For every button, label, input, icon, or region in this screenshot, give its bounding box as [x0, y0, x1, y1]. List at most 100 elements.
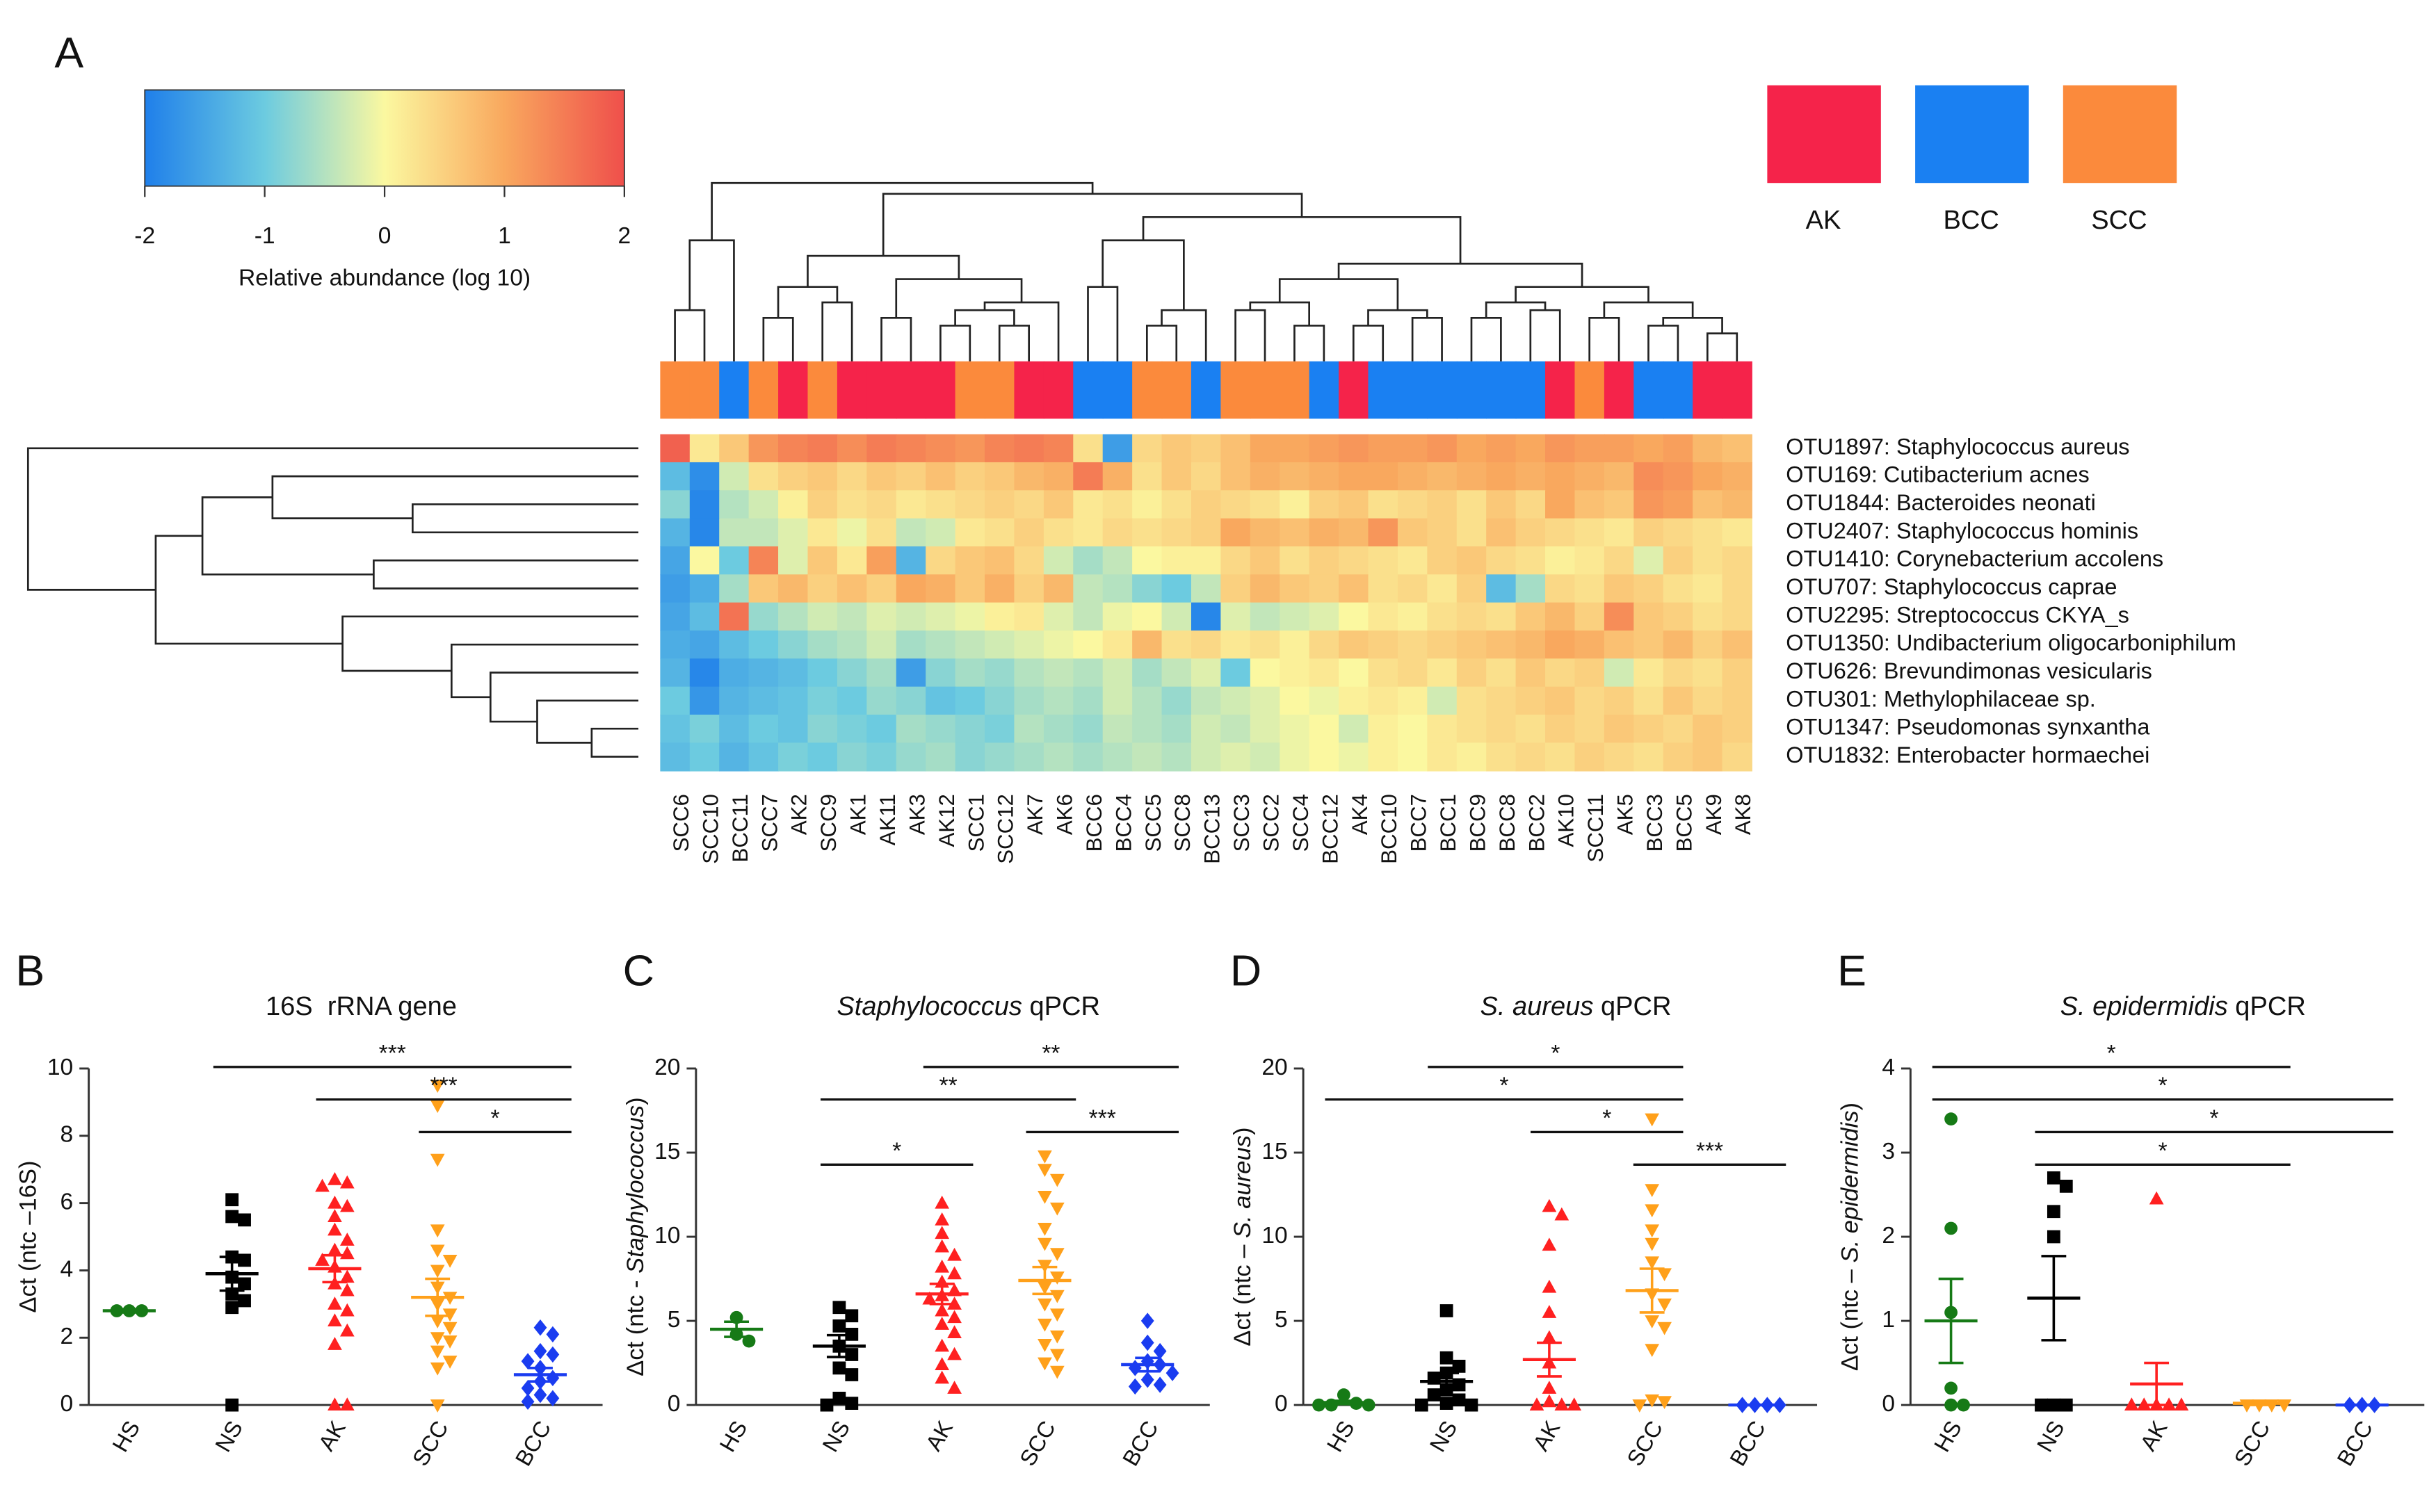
heatmap-cell — [837, 658, 868, 688]
heatmap-cell — [1309, 462, 1339, 491]
heatmap-cell — [837, 546, 868, 576]
heatmap-cell — [1545, 518, 1576, 547]
y-tick-label: 1 — [1882, 1307, 1895, 1333]
heatmap-cell — [1663, 742, 1694, 772]
heatmap-cell — [1014, 686, 1044, 715]
colorbar-tick-label: 1 — [498, 223, 511, 249]
heatmap-cell — [807, 462, 838, 491]
y-axis-label-part: Δct (ntc –16S) — [15, 1161, 42, 1313]
data-point — [1542, 1279, 1557, 1293]
heatmap-cell — [985, 742, 1015, 772]
heatmap-cell — [1280, 490, 1310, 519]
heatmap-cell — [1427, 462, 1458, 491]
y-axis-label-part: ) — [1837, 1103, 1863, 1111]
heatmap-cell — [1309, 715, 1339, 744]
y-axis-label-part: ) — [1229, 1128, 1256, 1136]
data-point — [947, 1325, 962, 1338]
heatmap-cell — [1663, 574, 1694, 603]
heatmap-cell — [689, 462, 720, 491]
data-point — [2035, 1398, 2048, 1412]
heatmap-cell — [1161, 518, 1192, 547]
heatmap-cell — [1456, 462, 1487, 491]
panel-title-part: qPCR — [1593, 992, 1671, 1021]
heatmap-cell — [866, 742, 897, 772]
heatmap-cell — [660, 630, 691, 660]
heatmap-cell — [1132, 630, 1163, 660]
heatmap-cell — [1014, 574, 1044, 603]
heatmap-cell — [1693, 518, 1723, 547]
data-point — [339, 1397, 355, 1411]
heatmap-cell — [778, 434, 809, 463]
column-label: AK5 — [1613, 794, 1638, 835]
group-cell — [1545, 361, 1576, 419]
row-label: OTU2407: Staphylococcus hominis — [1786, 518, 2138, 543]
data-point — [1554, 1207, 1569, 1221]
heatmap-cell — [1339, 462, 1369, 491]
heatmap-cell — [1486, 518, 1517, 547]
heatmap-cell — [719, 490, 750, 519]
heatmap-cell — [1368, 742, 1398, 772]
heatmap-cell — [1161, 490, 1192, 519]
heatmap-cell — [1280, 462, 1310, 491]
data-point — [339, 1283, 355, 1296]
y-tick-label: 0 — [1275, 1391, 1288, 1417]
heatmap-cell — [1574, 490, 1605, 519]
heatmap-cell — [1633, 490, 1664, 519]
heatmap-cell — [1545, 742, 1576, 772]
heatmap-cell — [1427, 518, 1458, 547]
heatmap-cell — [1515, 715, 1546, 744]
heatmap-cell — [896, 434, 927, 463]
heatmap-cell — [1309, 686, 1339, 715]
panel-label: A — [54, 29, 83, 77]
heatmap-cell — [1486, 686, 1517, 715]
heatmap-cell — [1633, 715, 1664, 744]
heatmap-cell — [955, 490, 985, 519]
heatmap-cell — [1250, 462, 1281, 491]
heatmap-cell — [1220, 518, 1251, 547]
data-point — [935, 1212, 950, 1226]
group-cell — [1014, 361, 1044, 419]
heatmap-cell — [1132, 490, 1163, 519]
row-label: OTU169: Cutibacterium acnes — [1786, 462, 2089, 487]
group-cell — [1397, 361, 1428, 419]
heatmap-cell — [866, 462, 897, 491]
row-label: OTU707: Staphylococcus caprae — [1786, 574, 2117, 599]
data-point — [2047, 1171, 2060, 1185]
heatmap-cell — [1545, 602, 1576, 631]
heatmap-cell — [1427, 630, 1458, 660]
heatmap-cell — [1722, 490, 1752, 519]
data-point — [1038, 1164, 1052, 1177]
heatmap-cell — [660, 546, 691, 576]
data-point — [430, 1224, 445, 1238]
data-point — [1050, 1349, 1065, 1363]
heatmap-cell — [1161, 546, 1192, 576]
heatmap-cell — [955, 602, 985, 631]
heatmap-cell — [1633, 434, 1664, 463]
heatmap-cell — [1722, 742, 1752, 772]
panel-title: 16S rRNA gene — [266, 992, 457, 1021]
heatmap-cell — [1427, 546, 1458, 576]
group-cell — [1604, 361, 1635, 419]
heatmap-cell — [1722, 518, 1752, 547]
panel-title-part: S. epidermidis — [2060, 992, 2228, 1021]
heatmap-cell — [689, 742, 720, 772]
data-point — [1452, 1393, 1466, 1407]
group-cell — [1486, 361, 1517, 419]
y-axis-label-part: Staphylococcus — [622, 1105, 649, 1274]
group-cell — [748, 361, 779, 419]
heatmap-cell — [1102, 546, 1133, 576]
heatmap-cell — [1604, 490, 1635, 519]
panel-label: E — [1837, 947, 1866, 995]
y-tick-label: 10 — [47, 1055, 73, 1080]
heatmap-cell — [1102, 630, 1133, 660]
heatmap-cell — [1604, 574, 1635, 603]
heatmap-cell — [1456, 686, 1487, 715]
column-label: BCC3 — [1643, 794, 1667, 852]
data-point — [442, 1322, 458, 1335]
sem-bar — [1938, 1277, 1964, 1365]
heatmap-cell — [1250, 630, 1281, 660]
heatmap-cell — [1043, 462, 1074, 491]
heatmap-cell — [1397, 686, 1428, 715]
heatmap-cell — [1604, 462, 1635, 491]
heatmap-cell — [660, 686, 691, 715]
